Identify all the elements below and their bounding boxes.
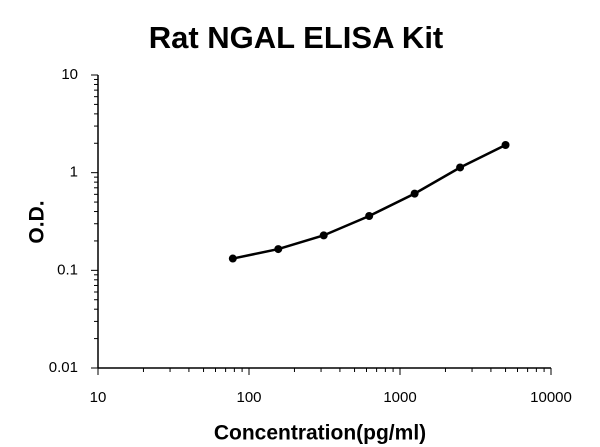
y-tick-label: 0.01	[49, 359, 78, 376]
x-tick-label: 100	[236, 389, 261, 406]
point	[274, 245, 283, 254]
point	[456, 163, 465, 172]
point	[501, 140, 510, 149]
point	[319, 231, 328, 240]
x-tick-label: 10000	[530, 389, 572, 406]
x-tick-label: 10	[90, 389, 107, 406]
point	[410, 189, 419, 198]
x-axis-label: Concentration(pg/ml)	[214, 422, 426, 445]
curve	[232, 143, 507, 260]
chart-title: Rat NGAL ELISA Kit	[149, 20, 444, 55]
y-tick-label: 1	[70, 164, 78, 181]
x-tick-label: 1000	[383, 389, 416, 406]
y-tick-label: 0.1	[57, 261, 78, 278]
y-axis-label: O.D.	[26, 200, 49, 243]
point	[365, 212, 374, 221]
y-tick-label: 10	[61, 66, 78, 83]
point	[228, 254, 237, 263]
